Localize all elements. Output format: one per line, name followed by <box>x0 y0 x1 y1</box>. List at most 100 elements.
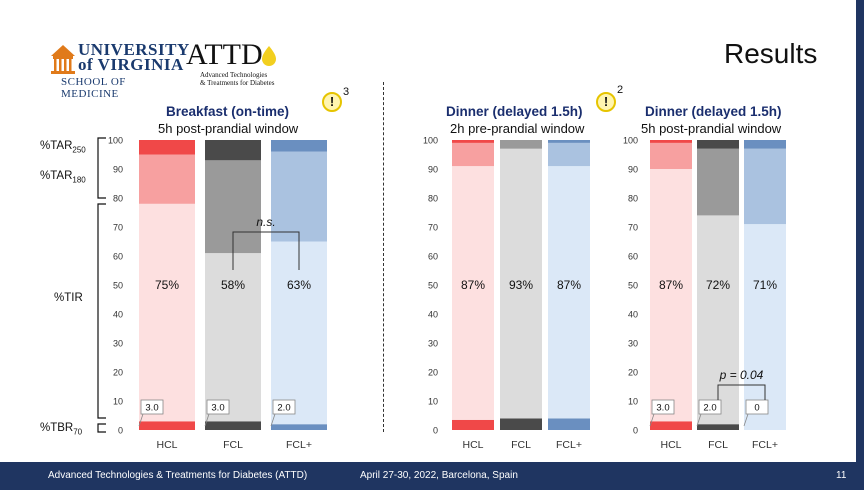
bar-segment-tbr70 <box>271 424 327 430</box>
tir-value-label: 75% <box>155 278 179 292</box>
bar-segment-tar250 <box>744 140 786 149</box>
tbr-leader-line <box>743 413 749 427</box>
tir-value-label: 87% <box>461 278 485 292</box>
tir-value-label: 63% <box>287 278 311 292</box>
chart2-subtitle: 2h pre-prandial window <box>450 121 585 136</box>
chart1-title: Breakfast (on-time) <box>166 104 290 119</box>
uva-name: UNIVERSITY of VIRGINIA <box>78 40 190 74</box>
y-tick-label: 90 <box>628 165 638 175</box>
x-category-label: FCL+ <box>286 439 312 451</box>
y-tick-label: 40 <box>428 310 438 320</box>
uva-line1: UNIVERSITY <box>78 40 190 59</box>
bar-segment-tar180 <box>500 140 542 149</box>
tbr-leader-line <box>649 413 655 427</box>
p-value-annotation: p = 0.04 <box>719 368 764 382</box>
uva-line2: of VIRGINIA <box>78 55 184 74</box>
y-tick-label: 30 <box>428 339 438 349</box>
y-tick-label: 0 <box>118 426 123 436</box>
bar-segment-tbr70 <box>205 421 261 430</box>
x-category-label: HCL <box>156 439 177 451</box>
attd-logo: ATTD Advanced Technologies & Treatments … <box>186 40 281 90</box>
x-category-label: FCL <box>511 439 531 451</box>
attd-sub1: Advanced Technologies <box>200 71 268 79</box>
bar-segment-tar180 <box>744 148 786 225</box>
bar-segment-tir <box>650 169 692 422</box>
bar-segment-tir <box>271 241 327 425</box>
bar-segment-tir <box>452 166 494 420</box>
tbr70-label: %TBR70 <box>40 422 83 437</box>
y-tick-label: 70 <box>113 223 123 233</box>
attd-subtitle: Advanced Technologies & Treatments for D… <box>200 71 274 87</box>
tbr-label-box <box>206 399 230 415</box>
y-tick-label: 80 <box>628 194 638 204</box>
y-tick-label: 100 <box>108 136 123 146</box>
y-tick-label: 40 <box>113 310 123 320</box>
bar-segment-tar250 <box>452 140 494 143</box>
chart2-svg: 0 10 20 30 40 50 60 70 80 90 100 87% HCL 93% FCL 87% FCL… <box>423 136 590 451</box>
tbr-label-box <box>272 399 296 415</box>
y-tick-label: 90 <box>428 165 438 175</box>
tir-label: %TIR <box>54 292 83 304</box>
y-tick-label: 0 <box>433 426 438 436</box>
y-tick-label: 10 <box>628 397 638 407</box>
chart2-title: Dinner (delayed 1.5h) <box>446 104 583 119</box>
bar-segment-tir <box>139 203 195 422</box>
tbr-label-box <box>698 399 722 415</box>
y-tick-label: 10 <box>428 397 438 407</box>
right-edge-bar <box>856 0 864 462</box>
chart-divider <box>383 82 384 432</box>
bar-segment-tir <box>205 253 261 422</box>
chart1-subtitle: 5h post-prandial window <box>158 121 299 136</box>
chart1-alert-icon: ! <box>322 92 342 112</box>
y-tick-label: 0 <box>633 426 638 436</box>
tbr-value-label: 2.0 <box>277 403 290 414</box>
x-category-label: HCL <box>462 439 483 451</box>
bar-segment-tar180 <box>271 151 327 242</box>
bar-segment-tir <box>500 148 542 419</box>
y-tick-label: 50 <box>628 281 638 291</box>
y-tick-label: 40 <box>628 310 638 320</box>
uva-school: SCHOOL OF MEDICINE <box>61 76 126 100</box>
y-tick-label: 90 <box>113 165 123 175</box>
tar250-label: %TAR250 <box>40 140 86 155</box>
bar-segment-tar250 <box>697 140 739 149</box>
y-tick-label: 70 <box>628 223 638 233</box>
y-tick-label: 30 <box>113 339 123 349</box>
x-category-label: FCL <box>708 439 728 451</box>
tbr-leader-line <box>270 413 276 427</box>
attd-sub2: & Treatments for Diabetes <box>200 79 275 87</box>
tbr-label-box <box>140 399 164 415</box>
bar-segment-tbr70 <box>500 418 542 430</box>
bar-segment-tbr70 <box>548 418 590 430</box>
tbr-value-label: 3.0 <box>656 403 669 414</box>
page-number: 11 <box>836 470 847 481</box>
y-tick-label: 60 <box>428 252 438 262</box>
chart3-title: Dinner (delayed 1.5h) <box>645 104 782 119</box>
y-tick-label: 80 <box>428 194 438 204</box>
bar-segment-tar180 <box>697 148 739 216</box>
y-tick-label: 80 <box>113 194 123 204</box>
uva-logo: UNIVERSITY of VIRGINIA SCHOOL OF MEDICIN… <box>48 41 189 100</box>
tir-value-label: 87% <box>557 278 581 292</box>
y-tick-label: 30 <box>628 339 638 349</box>
x-category-label: FCL+ <box>752 439 778 451</box>
y-tick-label: 70 <box>428 223 438 233</box>
bar-segment-tbr70 <box>139 421 195 430</box>
tbr-leader-line <box>696 413 702 427</box>
y-tick-label: 50 <box>113 281 123 291</box>
y-tick-label: 20 <box>428 368 438 378</box>
tbr-leader-line <box>204 413 210 427</box>
tbr-leader-line <box>138 413 144 427</box>
attd-logo-text: ATTD <box>186 38 263 71</box>
y-tick-label: 100 <box>623 136 638 146</box>
bar-segment-tbr70 <box>697 424 739 430</box>
bar-segment-tar180 <box>650 142 692 169</box>
tbr-value-label: 3.0 <box>211 403 224 414</box>
y-tick-label: 60 <box>113 252 123 262</box>
tir-value-label: 58% <box>221 278 245 292</box>
y-tick-label: 20 <box>628 368 638 378</box>
tbr-label-box <box>651 399 675 415</box>
chart1-svg: 0 10 20 30 40 50 60 70 80 90 100 75% 3.0 HCL 58% 3.0 FCL… <box>108 136 327 451</box>
tbr-label-box <box>745 399 769 415</box>
